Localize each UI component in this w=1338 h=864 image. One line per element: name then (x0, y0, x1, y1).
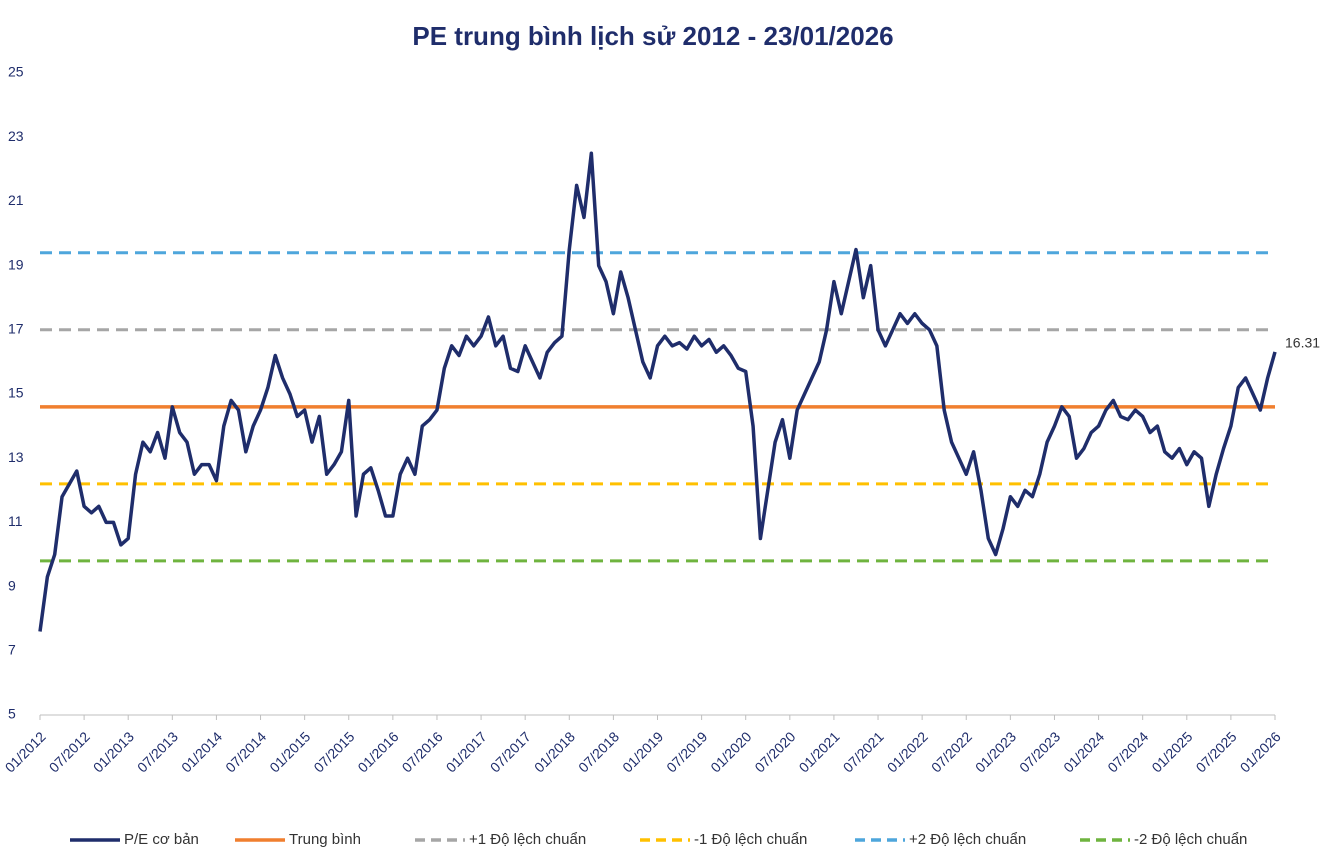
x-tick-label: 07/2019 (663, 728, 710, 775)
x-tick-label: 07/2021 (840, 728, 887, 775)
legend-label: +2 Độ lệch chuẩn (909, 831, 1026, 848)
x-tick-label: 07/2012 (46, 728, 93, 775)
y-tick-label: 21 (8, 192, 24, 208)
x-tick-label: 01/2024 (1060, 728, 1107, 775)
y-tick-label: 13 (8, 449, 24, 465)
x-tick-label: 01/2025 (1148, 728, 1195, 775)
x-tick-label: 01/2018 (531, 728, 578, 775)
y-tick-label: 23 (8, 128, 24, 144)
y-tick-label: 9 (8, 577, 16, 593)
x-tick-label: 07/2020 (751, 728, 798, 775)
x-tick-label: 07/2016 (399, 728, 446, 775)
x-tick-label: 07/2013 (134, 728, 181, 775)
y-tick-label: 7 (8, 642, 16, 658)
y-tick-label: 19 (8, 256, 24, 272)
x-tick-label: 07/2014 (222, 728, 269, 775)
x-tick-label: 01/2020 (707, 728, 754, 775)
x-tick-label: 01/2016 (354, 728, 401, 775)
x-tick-label: 01/2012 (2, 728, 49, 775)
x-tick-label: 01/2015 (266, 728, 313, 775)
value-label: 16.31 (1285, 335, 1320, 351)
x-tick-label: 01/2013 (90, 728, 137, 775)
x-tick-label: 01/2023 (972, 728, 1019, 775)
x-tick-label: 07/2023 (1016, 728, 1063, 775)
x-tick-label: 01/2019 (619, 728, 666, 775)
legend-label: +1 Độ lệch chuẩn (469, 831, 586, 848)
chart-title: PE trung bình lịch sử 2012 - 23/01/2026 (412, 21, 893, 51)
y-tick-label: 17 (8, 321, 24, 337)
y-tick-label: 5 (8, 706, 16, 722)
x-tick-label: 01/2021 (796, 728, 843, 775)
y-tick-label: 11 (8, 513, 23, 529)
x-tick-label: 07/2024 (1104, 728, 1151, 775)
x-tick-label: 07/2017 (487, 728, 534, 775)
line-series (38, 151, 1277, 632)
x-tick-label: 07/2015 (310, 728, 357, 775)
x-tick-label: 01/2014 (178, 728, 225, 775)
legend-label: P/E cơ bản (124, 831, 199, 848)
y-tick-label: 15 (8, 385, 24, 401)
legend-label: Trung bình (289, 831, 361, 848)
x-tick-label: 07/2018 (575, 728, 622, 775)
x-tick-label: 01/2017 (443, 728, 490, 775)
y-tick-label: 25 (8, 64, 24, 80)
x-tick-label: 01/2022 (884, 728, 931, 775)
x-tick-label: 07/2025 (1193, 728, 1240, 775)
legend-label: -2 Độ lệch chuẩn (1134, 831, 1247, 848)
x-tick-label: 07/2022 (928, 728, 975, 775)
x-tick-label: 01/2026 (1237, 728, 1284, 775)
legend-label: -1 Độ lệch chuẩn (694, 831, 807, 848)
